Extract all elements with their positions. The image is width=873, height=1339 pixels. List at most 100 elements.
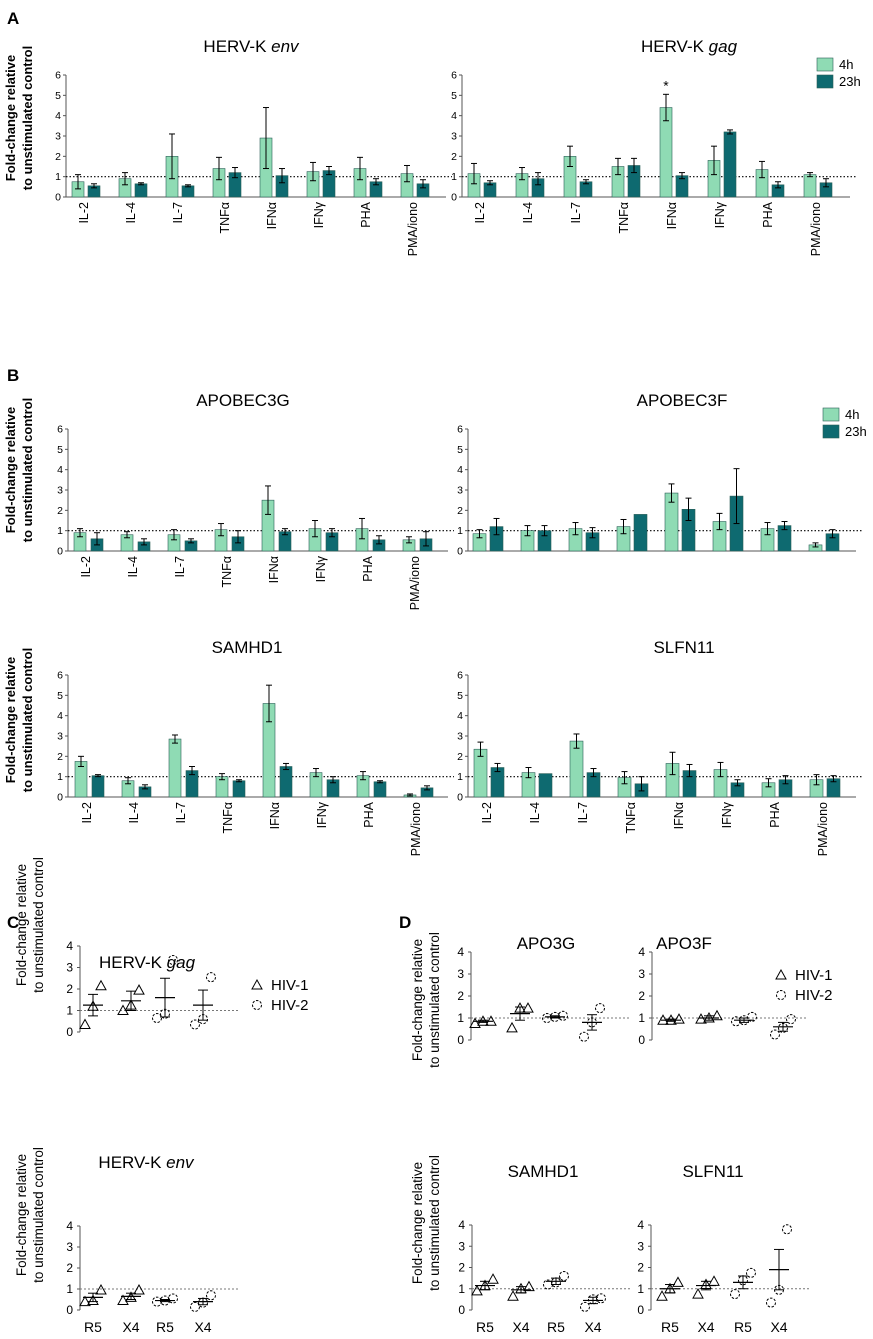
hiv2-circle-marker: [190, 1019, 200, 1030]
bar-23h: [538, 773, 553, 798]
y-tick-label: 2: [458, 1261, 465, 1275]
chart-title: APO3F: [656, 934, 712, 953]
x-category-label: IL-2: [473, 202, 487, 224]
y-axis-label: Fold-change relative: [3, 407, 18, 533]
chart-title-main: HERV-K: [203, 37, 271, 56]
hiv1-triangle-marker: [487, 1273, 499, 1284]
chart-title: HERV-K gag: [99, 953, 196, 972]
chart-title: APO3G: [517, 934, 576, 953]
panel-letter-d: D: [399, 913, 411, 932]
y-tick-label: 1: [57, 525, 63, 537]
y-tick-label: 1: [57, 771, 63, 783]
hiv2-circle-marker: [730, 1289, 740, 1300]
y-tick-label: 0: [55, 192, 61, 204]
x-category-label: PHA: [768, 801, 782, 827]
y-tick-label: 6: [55, 70, 61, 82]
y-tick-label: 3: [458, 1239, 465, 1253]
y-tick-label: 2: [638, 989, 645, 1003]
legend-label-hiv2: HIV-2: [795, 987, 833, 1004]
y-tick-label: 3: [57, 485, 63, 497]
hiv1-triangle-marker: [522, 1002, 534, 1013]
y-tick-label: 1: [457, 525, 463, 537]
legend-swatch-4h: [822, 407, 840, 422]
chart-title-italic: env: [271, 37, 300, 56]
legend-label-23h: 23h: [845, 424, 867, 439]
x-category-label: IL-2: [480, 802, 494, 824]
y-tick-label: 6: [457, 424, 463, 436]
chart-title: HERV-K env: [98, 1153, 195, 1172]
hiv1-triangle-marker: [95, 979, 107, 991]
x-category-label: IL-4: [126, 556, 140, 578]
x-category-label: R5: [547, 1319, 565, 1335]
x-category-label: PHA: [359, 201, 373, 227]
y-tick-label: 1: [55, 171, 61, 183]
x-category-label: TNFα: [624, 802, 638, 834]
bar-23h: [91, 775, 105, 798]
y-tick-label: 4: [638, 945, 645, 959]
chart-title-main: HERV-K: [98, 1153, 166, 1172]
hiv2-circle-marker: [206, 972, 216, 983]
hiv1-triangle-marker: [775, 968, 787, 980]
chart-title: APOBEC3F: [637, 391, 728, 410]
hiv1-triangle-marker: [133, 984, 145, 995]
y-tick-label: 2: [457, 989, 464, 1003]
y-tick-label: 0: [458, 1303, 465, 1317]
hiv2-circle-marker: [776, 990, 786, 1000]
y-axis-label: Fold-change relative: [410, 939, 425, 1061]
chart-title: SAMHD1: [508, 1162, 579, 1181]
y-axis-label: to unstimulated control: [427, 1155, 442, 1291]
y-tick-label: 1: [457, 1011, 464, 1025]
x-category-label: IFNα: [665, 202, 679, 229]
x-category-label: R5: [84, 1319, 102, 1335]
x-category-label: X4: [697, 1319, 714, 1335]
hiv2-circle-marker: [596, 1293, 606, 1304]
y-tick-label: 2: [55, 151, 61, 163]
y-tick-label: 3: [66, 961, 73, 975]
hiv2-circle-marker: [168, 954, 178, 965]
bar-23h: [181, 185, 195, 198]
hiv2-circle-marker: [786, 1014, 796, 1025]
y-axis-label: Fold-change relative: [3, 657, 18, 783]
chart-title: APOBEC3G: [196, 391, 290, 410]
y-tick-label: 4: [55, 110, 61, 122]
y-tick-label: 1: [637, 1282, 644, 1296]
bar-23h: [232, 780, 246, 798]
bar-4h: [168, 738, 182, 798]
hiv2-circle-marker: [559, 1271, 569, 1281]
x-category-label: IL-7: [576, 802, 590, 824]
y-tick-label: 1: [66, 1282, 73, 1296]
y-tick-label: 3: [57, 731, 63, 743]
y-tick-label: 1: [638, 1011, 645, 1025]
y-tick-label: 5: [451, 90, 457, 102]
y-axis-label: to unstimulated control: [20, 398, 35, 542]
x-category-label: IFNα: [265, 202, 279, 229]
chart-title-main: HERV-K: [99, 953, 167, 972]
y-tick-label: 2: [66, 982, 73, 996]
y-tick-label: 3: [457, 967, 464, 981]
y-axis-label: to unstimulated control: [427, 932, 442, 1068]
y-tick-label: 1: [458, 1282, 465, 1296]
x-category-label: IFNα: [268, 802, 282, 829]
hiv1-triangle-marker: [469, 1017, 481, 1028]
y-tick-label: 0: [57, 546, 63, 558]
y-tick-label: 2: [57, 751, 63, 763]
y-tick-label: 0: [457, 1033, 464, 1047]
y-axis-label: Fold-change relative: [14, 1154, 29, 1276]
hiv1-triangle-marker: [133, 1284, 145, 1295]
hiv2-circle-marker: [731, 1016, 741, 1027]
chart-title-main: HERV-K: [641, 37, 709, 56]
hiv2-circle-marker: [579, 1031, 589, 1042]
panel-letter-a: A: [7, 9, 19, 28]
y-tick-label: 5: [57, 690, 63, 702]
y-tick-label: 3: [55, 131, 61, 143]
x-category-label: IFNγ: [314, 555, 328, 582]
hiv1-triangle-marker: [673, 1013, 685, 1024]
x-category-label: IL-7: [174, 802, 188, 824]
x-category-label: IFNα: [267, 556, 281, 583]
y-tick-label: 6: [57, 670, 63, 682]
x-category-label: R5: [476, 1319, 494, 1335]
hiv2-circle-marker: [766, 1297, 776, 1308]
y-tick-label: 2: [637, 1261, 644, 1275]
x-category-label: IL-4: [124, 202, 138, 224]
